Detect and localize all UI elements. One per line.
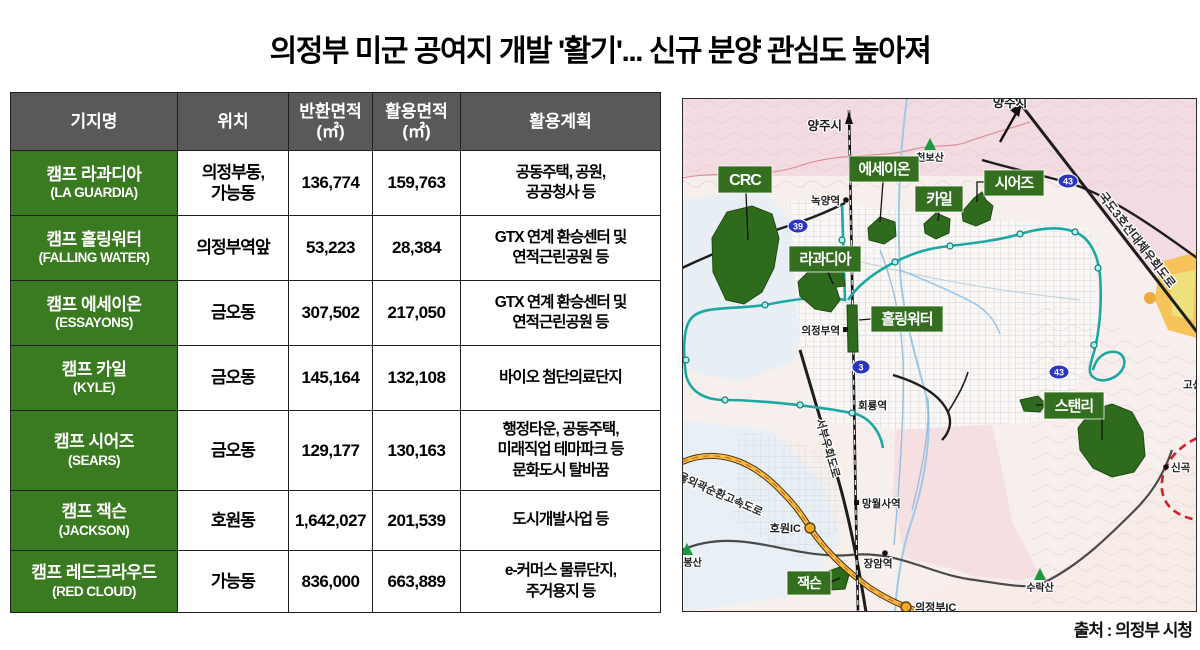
- used-area-cell: 132,108: [372, 345, 461, 411]
- table-row: 캠프 카일 (KYLE) 금오동 145,164 132,108 바이오 첨단의료…: [10, 345, 661, 411]
- used-area-cell: 217,050: [372, 280, 461, 346]
- returned-area-cell: 136,774: [288, 150, 373, 216]
- returned-area-cell: 1,642,027: [288, 490, 373, 551]
- route-badges: 39 43 3 43: [787, 173, 1079, 380]
- yangju-left-label: 양주시: [807, 118, 842, 133]
- cheonbosan-label: 천보산: [916, 151, 944, 164]
- col-header-plan: 활용계획: [460, 92, 661, 151]
- uijeongbu-station-label: 의정부역: [801, 324, 840, 337]
- plan-cell: e-커머스 물류단지, 주거용지 등: [460, 550, 661, 613]
- camp-area-kyle: [923, 212, 951, 240]
- table-row: 캠프 레드크라우드 (RED CLOUD) 가능동 836,000 663,889…: [10, 550, 661, 613]
- camp-areas: [711, 191, 1146, 591]
- returned-area-cell: 836,000: [288, 550, 373, 613]
- hoeryong-station-label: 회룡역: [858, 399, 887, 412]
- location-cell: 가능동: [177, 550, 289, 613]
- table-row: 캠프 시어즈 (SEARS) 금오동 129,177 130,163 행정타운, …: [10, 410, 661, 491]
- location-cell: 금오동: [177, 410, 289, 491]
- camp-area-stanley-small: [1019, 395, 1047, 413]
- table-header-row: 기지명 위치 반환면적 (㎡) 활용면적 (㎡) 활용계획: [10, 92, 661, 151]
- camp-label-fallingwater: 홀링워터: [881, 310, 932, 328]
- map-city-boundary: [681, 449, 1174, 588]
- used-area-cell: 28,384: [372, 215, 461, 281]
- table-row: 캠프 홀링워터 (FALLING WATER) 의정부역앞 53,223 28,3…: [10, 215, 661, 281]
- camp-labels: CRC 에세이온 카일 시어즈 라과디아 홀링워터 스탠리 잭슨: [717, 155, 1105, 596]
- route-badge-43a: 43: [1063, 177, 1073, 187]
- camp-label-stanley: 스탠리: [1055, 398, 1094, 415]
- stations: 녹양역 의정부역 회룡역 망월사역 장암역 신곡 고산: [800, 193, 1200, 572]
- used-area-cell: 159,763: [372, 150, 461, 216]
- camp-area-fallingwater: [846, 304, 859, 353]
- page-title: 의정부 미군 공여지 개발 '활기'... 신규 분양 관심도 높아져: [269, 35, 932, 68]
- returned-area-cell: 53,223: [288, 215, 373, 281]
- returned-area-cell: 145,164: [288, 345, 373, 411]
- plan-cell: GTX 연계 환승센터 및 연적근린공원 등: [460, 215, 661, 281]
- table-row: 캠프 라과디아 (LA GUARDIA) 의정부동, 가능동 136,774 15…: [10, 150, 661, 216]
- location-cell: 의정부역앞: [177, 215, 289, 281]
- map-metro-line: [682, 204, 1126, 449]
- plan-cell: 행정타운, 공동주택, 미래직업 테마파크 등 문화도시 탈바꿈: [460, 410, 661, 491]
- base-name-cell: 캠프 레드크라우드 (RED CLOUD): [10, 550, 178, 613]
- used-area-cell: 130,163: [372, 410, 461, 491]
- base-name-cell: 캠프 에세이온 (ESSAYONS): [10, 280, 178, 346]
- table-row: 캠프 에세이온 (ESSAYONS) 금오동 307,502 217,050 GT…: [10, 280, 661, 346]
- map-rivers: [819, 97, 1081, 613]
- location-cell: 금오동: [177, 280, 289, 346]
- howon-ic-label: 호원IC: [770, 521, 801, 535]
- camp-label-kyle: 카일: [926, 191, 952, 208]
- location-cell: 금오동: [177, 345, 289, 411]
- camps-table: 기지명 위치 반환면적 (㎡) 활용면적 (㎡) 활용계획 캠프 라과디아 (LA…: [10, 92, 661, 613]
- label-connectors: [745, 181, 1103, 583]
- plan-cell: GTX 연계 환승센터 및 연적근린공원 등: [460, 280, 661, 346]
- singok-label: 신곡: [1171, 461, 1191, 474]
- route-badge-43b: 43: [1054, 368, 1064, 378]
- returned-area-cell: 307,502: [288, 280, 373, 346]
- col-header-location: 위치: [177, 92, 289, 151]
- map-background: [681, 98, 1197, 612]
- map-frame: [682, 98, 1197, 612]
- camp-label-crc: CRC: [729, 172, 762, 189]
- base-name-cell: 캠프 라과디아 (LA GUARDIA): [10, 150, 178, 216]
- camp-area-stanley: [1077, 403, 1146, 478]
- camp-label-laguardia: 라과디아: [799, 251, 851, 268]
- mountains: 천보산 도봉산 수락산: [673, 138, 1056, 595]
- jangam-station-label: 장암역: [864, 557, 893, 570]
- used-area-cell: 201,539: [372, 490, 461, 551]
- yangju-right-label: 양주시: [993, 98, 1028, 110]
- uijeongbu-ic-label: 의정부IC: [915, 600, 956, 612]
- col-header-used: 활용면적 (㎡): [372, 92, 461, 151]
- plan-cell: 공동주택, 공원, 공공청사 등: [460, 150, 661, 216]
- dobongsan-label: 도봉산: [682, 556, 703, 569]
- source-credit: 출처 : 의정부 시청: [1073, 621, 1193, 640]
- city-direction-labels: 양주시 양주시: [806, 94, 1029, 143]
- map-dashed-zone: [1160, 436, 1198, 522]
- base-name-cell: 캠프 시어즈 (SEARS): [10, 410, 178, 491]
- base-name-cell: 캠프 카일 (KYLE): [10, 345, 178, 411]
- route-badge-39: 39: [793, 222, 803, 232]
- base-name-cell: 캠프 홀링워터 (FALLING WATER): [10, 215, 178, 281]
- camp-area-crc: [711, 205, 780, 305]
- gosan-label: 고산: [1183, 378, 1197, 391]
- location-cell: 호원동: [177, 490, 289, 551]
- suraksan-label: 수락산: [1026, 581, 1054, 594]
- plan-cell: 도시개발사업 등: [460, 490, 661, 551]
- col-header-base: 기지명: [10, 92, 178, 151]
- camp-label-essayons: 에세이온: [858, 161, 910, 178]
- plan-cell: 바이오 첨단의료단지: [460, 345, 661, 411]
- location-cell: 의정부동, 가능동: [177, 150, 289, 216]
- camp-label-sears: 시어즈: [995, 175, 1035, 192]
- city-map: 39 43 3 43 호원IC 의정부IC 녹양역 의정부역 회룡역 망월사역 …: [665, 94, 1200, 616]
- returned-area-cell: 129,177: [288, 410, 373, 491]
- mangwolsa-station-label: 망월사역: [862, 497, 901, 510]
- route-badge-3: 3: [858, 363, 863, 373]
- camp-label-jackson: 잭슨: [797, 575, 822, 591]
- used-area-cell: 663,889: [372, 550, 461, 613]
- col-header-returned: 반환면적 (㎡): [288, 92, 373, 151]
- base-name-cell: 캠프 잭슨 (JACKSON): [10, 490, 178, 551]
- table-row: 캠프 잭슨 (JACKSON) 호원동 1,642,027 201,539 도시개…: [10, 490, 661, 551]
- nogyang-station-label: 녹양역: [811, 194, 840, 207]
